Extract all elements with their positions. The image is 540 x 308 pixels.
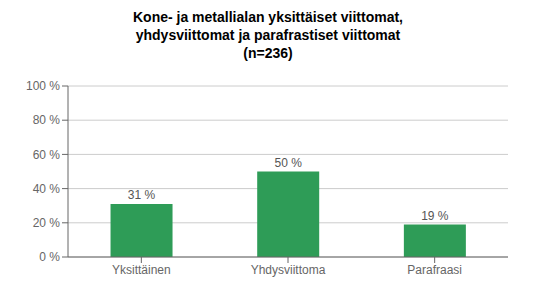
svg-text:50 %: 50 % <box>275 156 303 170</box>
html-text:Kone- ja metallialan yksittäis: Kone- ja metallialan yksittäiset viittom… <box>133 9 403 25</box>
html-text:yhdysviittomat ja parafrastise: yhdysviittomat ja parafrastiset viittoma… <box>135 27 401 43</box>
svg-text:100 %: 100 % <box>26 79 60 93</box>
svg-text:20 %: 20 % <box>33 216 61 230</box>
svg-text:Parafraasi: Parafraasi <box>407 263 462 277</box>
svg-text:19 %: 19 % <box>421 209 449 223</box>
svg-text:0 %: 0 % <box>39 250 60 264</box>
svg-text:40 %: 40 % <box>33 182 61 196</box>
html-text:(n=236): (n=236) <box>243 45 293 61</box>
svg-text:31 %: 31 % <box>128 188 156 202</box>
svg-text:Yhdysviittoma: Yhdysviittoma <box>251 263 326 277</box>
svg-text:Yksittäinen: Yksittäinen <box>112 263 171 277</box>
svg-text:80 %: 80 % <box>33 113 61 127</box>
svg-text:60 %: 60 % <box>33 148 61 162</box>
